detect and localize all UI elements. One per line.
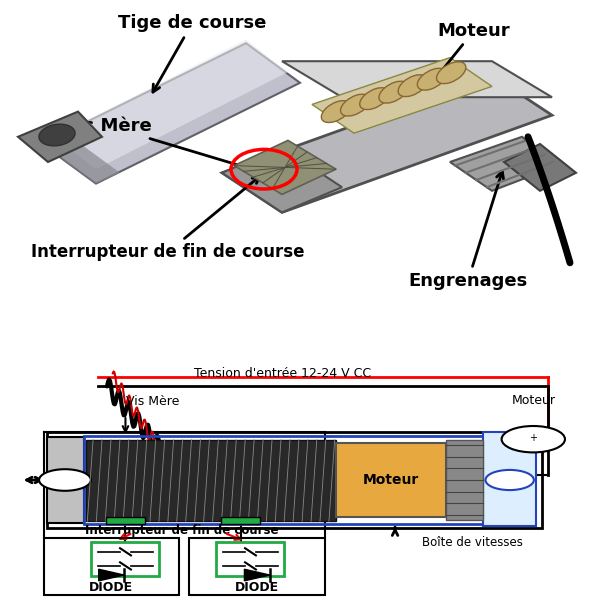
Bar	[106, 517, 145, 524]
Bar	[47, 437, 84, 523]
Ellipse shape	[341, 94, 370, 116]
Ellipse shape	[418, 68, 446, 90]
Polygon shape	[222, 148, 342, 212]
Polygon shape	[282, 61, 552, 97]
Bar	[91, 542, 160, 576]
Text: Interrupteur de fin de course: Interrupteur de fin de course	[85, 524, 278, 537]
Polygon shape	[98, 569, 124, 581]
Polygon shape	[450, 137, 558, 191]
Ellipse shape	[379, 81, 408, 103]
Text: Vis Mère: Vis Mère	[127, 395, 180, 408]
Text: Vis Mère: Vis Mère	[64, 117, 259, 172]
Polygon shape	[42, 43, 300, 184]
Text: Interrupteur de fin de course: Interrupteur de fin de course	[31, 176, 305, 261]
Polygon shape	[54, 40, 288, 169]
Bar	[221, 517, 260, 524]
Polygon shape	[18, 112, 102, 162]
Bar	[86, 440, 336, 521]
Circle shape	[485, 470, 534, 490]
Text: DIODE: DIODE	[89, 581, 133, 594]
Bar	[190, 538, 325, 595]
Polygon shape	[42, 133, 120, 184]
Polygon shape	[222, 76, 552, 212]
Bar	[446, 440, 483, 520]
Bar	[483, 432, 536, 526]
Text: Boîte de vitesses: Boîte de vitesses	[422, 536, 523, 549]
Circle shape	[502, 426, 565, 452]
Text: Moteur: Moteur	[511, 394, 555, 407]
Text: DIODE: DIODE	[235, 581, 279, 594]
Bar	[44, 538, 179, 595]
Ellipse shape	[360, 88, 389, 110]
Text: Moteur: Moteur	[363, 473, 419, 487]
Bar	[84, 436, 484, 524]
Ellipse shape	[398, 75, 427, 97]
Polygon shape	[244, 569, 270, 581]
Text: Moteur: Moteur	[436, 22, 511, 78]
Circle shape	[39, 469, 91, 491]
Ellipse shape	[322, 101, 350, 122]
Bar	[217, 542, 284, 576]
Ellipse shape	[39, 124, 75, 146]
Polygon shape	[234, 140, 336, 194]
Polygon shape	[312, 58, 492, 133]
Polygon shape	[504, 144, 576, 191]
Ellipse shape	[437, 62, 466, 83]
Text: Engrenages: Engrenages	[409, 171, 527, 290]
Bar	[47, 432, 542, 528]
Text: Tension d'entrée 12-24 V CC: Tension d'entrée 12-24 V CC	[194, 367, 371, 380]
Bar	[336, 443, 446, 517]
Text: Tige de course: Tige de course	[118, 14, 266, 92]
Text: +: +	[529, 433, 537, 443]
